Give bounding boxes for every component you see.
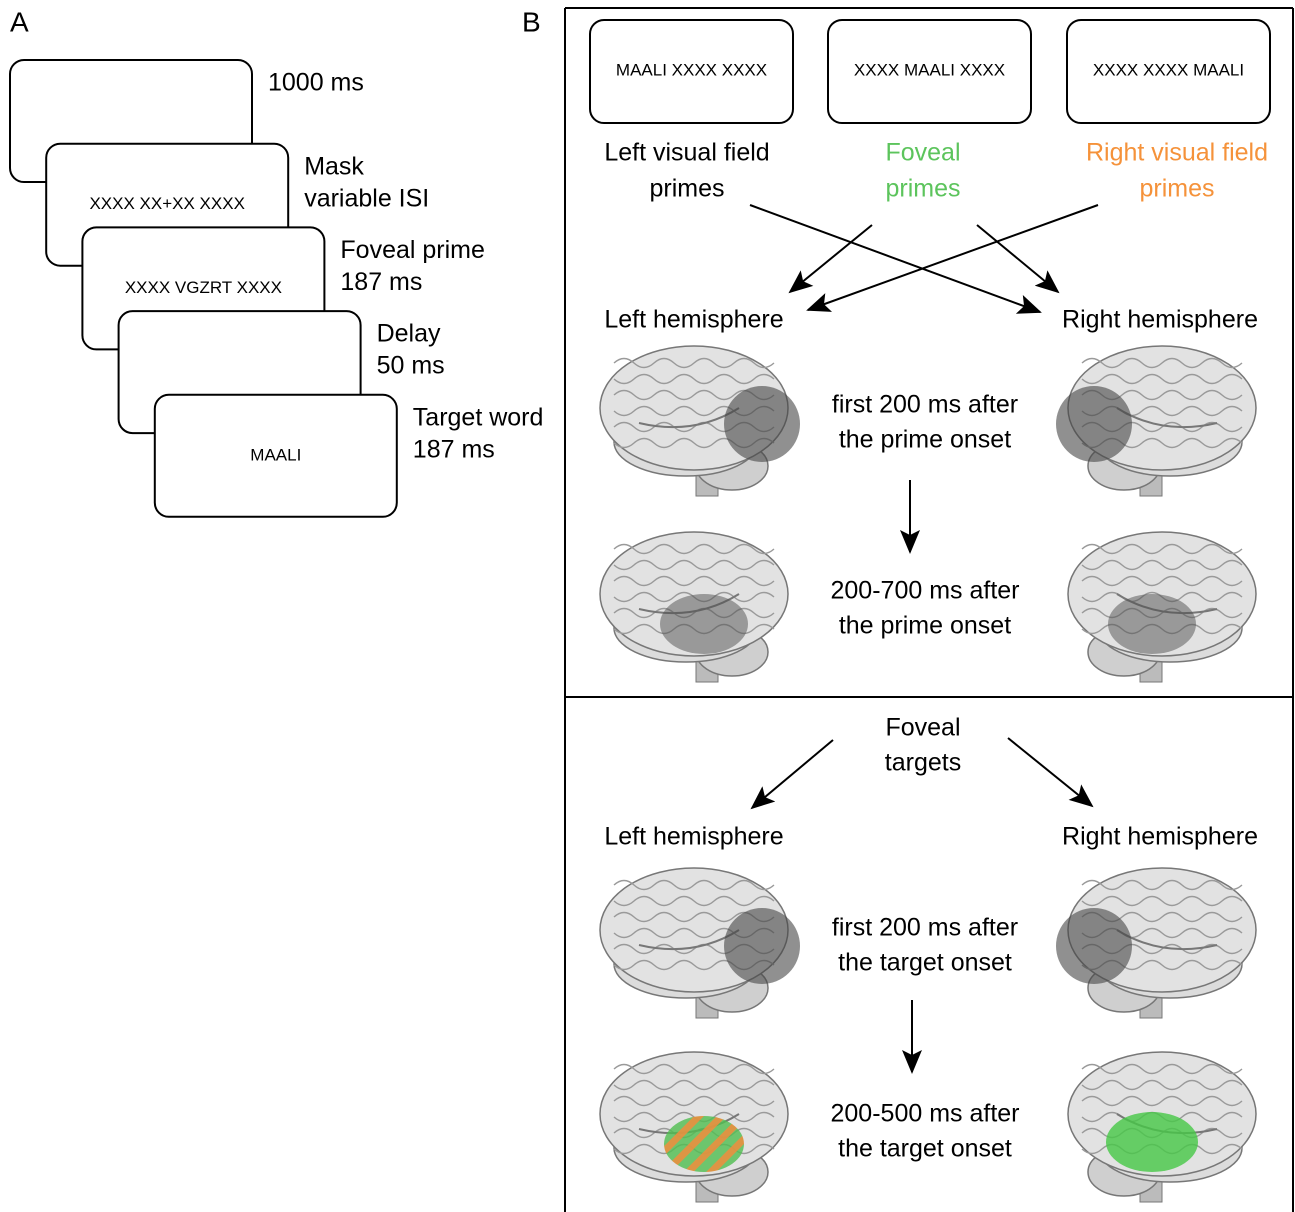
brain — [1056, 868, 1256, 1018]
brain — [1056, 346, 1256, 496]
activation — [724, 386, 800, 462]
screen-caption: 187 ms — [413, 435, 495, 463]
hemisphere-label: Left hemisphere — [604, 823, 783, 851]
activation — [660, 594, 748, 654]
time-window: 200-500 ms after — [831, 1100, 1020, 1128]
panel-label: A — [10, 6, 29, 37]
brain — [600, 532, 788, 682]
brain — [600, 1052, 788, 1202]
activation — [1056, 386, 1132, 462]
brain — [600, 868, 800, 1018]
time-window: first 200 ms after — [832, 391, 1018, 419]
time-window: 200-700 ms after — [831, 577, 1020, 605]
brain — [1068, 1052, 1256, 1202]
prime-label: Right visual field — [1086, 139, 1268, 167]
target-label: Foveal — [885, 714, 960, 742]
activation — [1056, 908, 1132, 984]
time-window: first 200 ms after — [832, 914, 1018, 942]
figure: A B 1000 ms XXXX XX+XX XXXX Mask variable I… — [0, 0, 1295, 1212]
target-label: targets — [885, 749, 961, 777]
activation — [1108, 594, 1196, 654]
screen-caption: Delay — [377, 320, 441, 348]
page: A B 1000 ms XXXX XX+XX XXXX Mask variable I… — [0, 0, 1295, 1212]
prime-label: primes — [885, 175, 960, 203]
screen-caption: variable ISI — [304, 184, 429, 212]
screen-caption: Mask — [304, 152, 364, 180]
time-window: the prime onset — [839, 426, 1011, 454]
time-window: the target onset — [838, 949, 1012, 977]
screen-caption: 187 ms — [340, 268, 422, 296]
screen-text: XXXX XX+XX XXXX — [89, 194, 244, 213]
panel-label: B — [522, 6, 541, 37]
prime-box-text: XXXX MAALI XXXX — [854, 60, 1005, 79]
brain — [600, 346, 800, 496]
prime-box-text: MAALI XXXX XXXX — [616, 60, 767, 79]
hemisphere-label: Left hemisphere — [604, 306, 783, 334]
activation — [724, 908, 800, 984]
screen-caption: Target word — [413, 403, 544, 431]
prime-label: Foveal — [885, 139, 960, 167]
brain — [1068, 532, 1256, 682]
prime-box-text: XXXX XXXX MAALI — [1093, 60, 1244, 79]
time-window: the target onset — [838, 1135, 1012, 1163]
screen-caption: 1000 ms — [268, 69, 364, 97]
screen-text: MAALI — [250, 445, 301, 464]
activation — [664, 1116, 744, 1172]
hemisphere-label: Right hemisphere — [1062, 823, 1258, 851]
screen-caption: 50 ms — [377, 352, 445, 380]
activation — [1106, 1112, 1198, 1172]
time-window: the prime onset — [839, 612, 1011, 640]
prime-label: primes — [649, 175, 724, 203]
prime-label: Left visual field — [604, 139, 769, 167]
screen-text: XXXX VGZRT XXXX — [125, 278, 282, 297]
prime-label: primes — [1139, 175, 1214, 203]
hemisphere-label: Right hemisphere — [1062, 306, 1258, 334]
screen-caption: Foveal prime — [340, 236, 485, 264]
